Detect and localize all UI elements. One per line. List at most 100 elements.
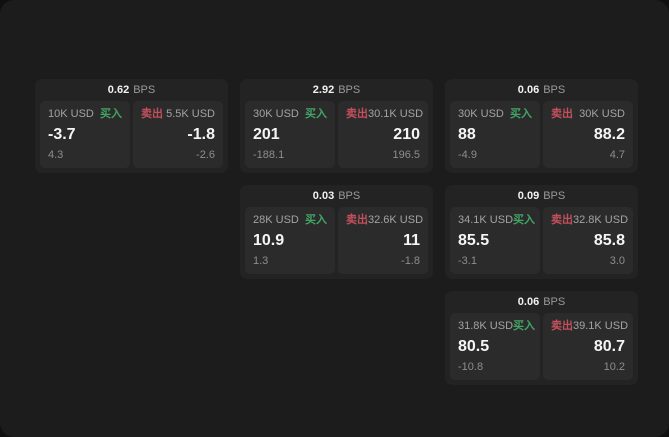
card-header: 0.06 BPS [450,79,633,101]
buy-tag: 买入 [513,320,536,332]
sell-tag: 卖出 [551,320,573,332]
card-header: 0.09 BPS [450,185,633,207]
buy-delta: 1.3 [253,255,269,267]
bps-value: 2.92 [312,84,335,96]
buy-tag: 买入 [305,214,327,226]
sell-delta: 10.2 [603,361,625,373]
buy-tag: 买入 [100,108,122,120]
buy-delta: 4.3 [48,149,64,161]
buy-tag: 买入 [513,214,536,226]
bps-value: 0.03 [312,190,335,202]
buy-delta: -4.9 [458,149,477,161]
sell-panel[interactable]: 卖出 30K USD 88.2 4.7 [543,101,633,168]
sell-delta: -2.6 [196,149,215,161]
buy-label-row: 10K USD 买入 [48,108,122,121]
buy-panel[interactable]: 31.8K USD 买入 80.5 -10.8 [450,313,540,380]
buy-tag: 买入 [510,108,532,120]
bps-unit-label: BPS [543,84,566,96]
sell-size: 32.6K USD [368,214,424,226]
side-panels: 30K USD 买入 201 -188.1 卖出 30.1K USD 210 1… [245,101,428,168]
card-header: 0.03 BPS [245,185,428,207]
quote-card[interactable]: 0.62 BPS 10K USD 买入 -3.7 4.3 卖出 5.5K USD… [35,79,228,173]
sell-delta: 3.0 [609,255,625,267]
buy-panel[interactable]: 10K USD 买入 -3.7 4.3 [40,101,130,168]
sell-size: 39.1K USD [573,320,629,332]
buy-panel[interactable]: 34.1K USD 买入 85.5 -3.1 [450,207,540,274]
side-panels: 30K USD 买入 88 -4.9 卖出 30K USD 88.2 4.7 [450,101,633,168]
card-header: 0.62 BPS [40,79,223,101]
sell-label-row: 卖出 32.6K USD [346,214,424,227]
sell-panel[interactable]: 卖出 39.1K USD 80.7 10.2 [543,313,633,380]
sell-price: -1.8 [187,126,215,143]
quote-card[interactable]: 0.06 BPS 30K USD 买入 88 -4.9 卖出 30K USD 8… [445,79,638,173]
buy-delta: -10.8 [458,361,484,373]
buy-size: 31.8K USD [458,320,514,332]
buy-size: 34.1K USD [458,214,514,226]
sell-size: 30.1K USD [368,108,424,120]
buy-label-row: 30K USD 买入 [458,108,532,121]
sell-panel[interactable]: 卖出 5.5K USD -1.8 -2.6 [133,101,223,168]
buy-price: 88 [458,126,476,143]
sell-tag: 卖出 [551,214,573,226]
sell-size: 32.8K USD [573,214,629,226]
bps-value: 0.62 [107,84,130,96]
bps-unit-label: BPS [133,84,156,96]
bps-unit-label: BPS [543,190,566,202]
side-panels: 31.8K USD 买入 80.5 -10.8 卖出 39.1K USD 80.… [450,313,633,380]
buy-delta: -188.1 [253,149,285,161]
sell-delta: -1.8 [401,255,420,267]
quote-card[interactable]: 0.03 BPS 28K USD 买入 10.9 1.3 卖出 32.6K US… [240,185,433,279]
bps-unit-label: BPS [338,84,361,96]
buy-price: 201 [253,126,280,143]
quote-card[interactable]: 2.92 BPS 30K USD 买入 201 -188.1 卖出 30.1K … [240,79,433,173]
bps-value: 0.06 [517,84,540,96]
sell-panel[interactable]: 卖出 30.1K USD 210 196.5 [338,101,428,168]
buy-size: 28K USD [253,214,299,226]
buy-label-row: 34.1K USD 买入 [458,214,536,227]
quote-card[interactable]: 0.09 BPS 34.1K USD 买入 85.5 -3.1 卖出 32.8K… [445,185,638,279]
sell-price: 11 [403,232,420,249]
sell-price: 80.7 [593,338,625,355]
sell-label-row: 卖出 32.8K USD [551,214,629,227]
bps-unit-label: BPS [543,296,566,308]
sell-size: 30K USD [579,108,625,120]
side-panels: 34.1K USD 买入 85.5 -3.1 卖出 32.8K USD 85.8… [450,207,633,274]
sell-price: 88.2 [593,126,625,143]
buy-delta: -3.1 [458,255,477,267]
sell-panel[interactable]: 卖出 32.8K USD 85.8 3.0 [543,207,633,274]
buy-label-row: 28K USD 买入 [253,214,327,227]
sell-delta: 4.7 [609,149,625,161]
sell-price: 210 [393,126,420,143]
buy-price: 10.9 [253,232,285,249]
buy-size: 30K USD [458,108,504,120]
sell-tag: 卖出 [141,108,163,120]
sell-tag: 卖出 [346,214,368,226]
buy-label-row: 30K USD 买入 [253,108,327,121]
card-header: 2.92 BPS [245,79,428,101]
sell-label-row: 卖出 30.1K USD [346,108,424,121]
sell-size: 5.5K USD [166,108,215,120]
buy-panel[interactable]: 28K USD 买入 10.9 1.3 [245,207,335,274]
bps-unit-label: BPS [338,190,361,202]
sell-delta: 196.5 [392,149,420,161]
bps-value: 0.09 [517,190,540,202]
buy-price: 80.5 [458,338,490,355]
buy-label-row: 31.8K USD 买入 [458,320,536,333]
buy-size: 30K USD [253,108,299,120]
sell-tag: 卖出 [551,108,573,120]
card-header: 0.06 BPS [450,291,633,313]
buy-panel[interactable]: 30K USD 买入 201 -188.1 [245,101,335,168]
sell-panel[interactable]: 卖出 32.6K USD 11 -1.8 [338,207,428,274]
bps-value: 0.06 [517,296,540,308]
quote-card-grid: 0.62 BPS 10K USD 买入 -3.7 4.3 卖出 5.5K USD… [35,79,638,385]
sell-tag: 卖出 [346,108,368,120]
quote-card[interactable]: 0.06 BPS 31.8K USD 买入 80.5 -10.8 卖出 39.1… [445,291,638,385]
sell-label-row: 卖出 5.5K USD [141,108,215,121]
buy-price: -3.7 [48,126,76,143]
buy-panel[interactable]: 30K USD 买入 88 -4.9 [450,101,540,168]
buy-size: 10K USD [48,108,94,120]
sell-label-row: 卖出 39.1K USD [551,320,629,333]
side-panels: 28K USD 买入 10.9 1.3 卖出 32.6K USD 11 -1.8 [245,207,428,274]
side-panels: 10K USD 买入 -3.7 4.3 卖出 5.5K USD -1.8 -2.… [40,101,223,168]
